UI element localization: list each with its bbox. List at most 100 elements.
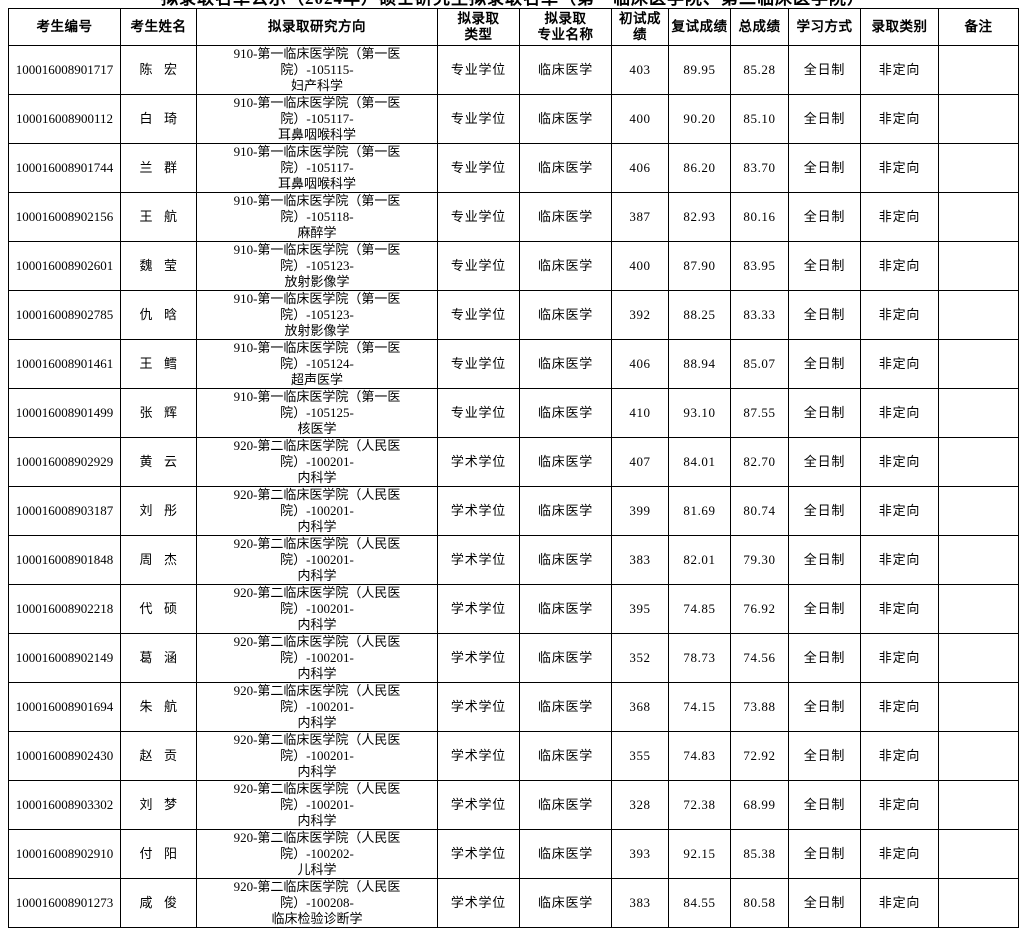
table-row: 100016008902785 仇晗 910-第一临床医学院（第一医院）-10512… <box>8 290 1019 340</box>
candidate-surname: 刘 <box>139 797 153 812</box>
table-row: 100016008901717 陈宏 910-第一临床医学院（第一医院）-10511… <box>8 45 1019 95</box>
cell-initial-score: 392 <box>611 290 669 340</box>
cell-study-mode: 全日制 <box>788 486 861 536</box>
table-row: 100016008902149 葛涵 920-第二临床医学院（人民医院）-10020… <box>8 633 1019 683</box>
cell-candidate-id: 100016008901461 <box>8 339 121 389</box>
cell-research-direction: 920-第二临床医学院（人民医院）-100201- 内科学 <box>196 584 438 634</box>
cell-initial-score: 406 <box>611 339 669 389</box>
research-direction-line1: 920-第二临床医学院（人民医院）-100201- <box>233 634 401 666</box>
candidate-given-name: 杰 <box>164 552 178 567</box>
cell-admission-category: 非定向 <box>860 241 939 291</box>
cell-major-name: 临床医学 <box>519 878 612 928</box>
cell-initial-score: 383 <box>611 878 669 928</box>
candidate-name-text: 白琦 <box>139 111 177 127</box>
cell-admission-type: 学术学位 <box>437 829 520 879</box>
table-row: 100016008903302 刘梦 920-第二临床医学院（人民医院）-10020… <box>8 780 1019 830</box>
table-row: 100016008903187 刘彤 920-第二临床医学院（人民医院）-10020… <box>8 486 1019 536</box>
candidate-given-name: 晗 <box>164 307 178 322</box>
cell-admission-category: 非定向 <box>860 45 939 95</box>
column-header-candidate-name: 考生姓名 <box>120 8 197 46</box>
cell-admission-type: 专业学位 <box>437 290 520 340</box>
cell-admission-category: 非定向 <box>860 486 939 536</box>
candidate-surname: 代 <box>139 601 153 616</box>
cell-major-name: 临床医学 <box>519 143 612 193</box>
cell-total-score: 80.16 <box>730 192 789 242</box>
column-header-label: 拟录取 <box>544 11 587 26</box>
cell-study-mode: 全日制 <box>788 143 861 193</box>
candidate-name-text: 张辉 <box>139 405 177 421</box>
cell-research-direction: 920-第二临床医学院（人民医院）-100201- 内科学 <box>196 633 438 683</box>
cell-major-name: 临床医学 <box>519 339 612 389</box>
cell-remarks <box>938 94 1019 144</box>
research-direction-line2: 内科学 <box>297 813 337 828</box>
table-row: 100016008901848 周杰 920-第二临床医学院（人民医院）-10020… <box>8 535 1019 585</box>
cell-candidate-id: 100016008901499 <box>8 388 121 438</box>
cell-admission-category: 非定向 <box>860 878 939 928</box>
cell-total-score: 68.99 <box>730 780 789 830</box>
cell-initial-score: 387 <box>611 192 669 242</box>
cell-candidate-name: 刘彤 <box>120 486 197 536</box>
cell-candidate-id: 100016008902910 <box>8 829 121 879</box>
cell-candidate-name: 咸俊 <box>120 878 197 928</box>
cell-retest-score: 92.15 <box>668 829 731 879</box>
cell-admission-type: 学术学位 <box>437 633 520 683</box>
column-header-label: 总成绩 <box>738 19 781 34</box>
candidate-name-text: 黄云 <box>139 454 177 470</box>
cell-major-name: 临床医学 <box>519 584 612 634</box>
cell-candidate-id: 100016008902929 <box>8 437 121 487</box>
research-direction-line2: 内科学 <box>297 519 337 534</box>
cell-candidate-name: 兰群 <box>120 143 197 193</box>
cell-research-direction: 910-第一临床医学院（第一医院）-105125- 核医学 <box>196 388 438 438</box>
research-direction-line2: 内科学 <box>297 470 337 485</box>
cell-remarks <box>938 388 1019 438</box>
cell-admission-type: 专业学位 <box>437 339 520 389</box>
candidate-surname: 付 <box>139 846 153 861</box>
cell-admission-type: 学术学位 <box>437 535 520 585</box>
column-header-study-mode: 学习方式 <box>788 8 861 46</box>
research-direction-line1: 920-第二临床医学院（人民医院）-100201- <box>233 536 401 568</box>
candidate-surname: 赵 <box>139 748 153 763</box>
cell-research-direction: 920-第二临床医学院（人民医院）-100202- 儿科学 <box>196 829 438 879</box>
cell-candidate-id: 100016008902218 <box>8 584 121 634</box>
candidate-name-text: 陈宏 <box>139 62 177 78</box>
candidate-given-name: 涵 <box>164 650 178 665</box>
candidate-given-name: 俊 <box>164 895 178 910</box>
cell-total-score: 80.74 <box>730 486 789 536</box>
research-direction-line1: 920-第二临床医学院（人民医院）-100201- <box>233 438 401 470</box>
cell-admission-type: 学术学位 <box>437 437 520 487</box>
cell-admission-category: 非定向 <box>860 94 939 144</box>
cell-total-score: 83.95 <box>730 241 789 291</box>
cell-research-direction: 920-第二临床医学院（人民医院）-100201- 内科学 <box>196 780 438 830</box>
research-direction-line1: 920-第二临床医学院（人民医院）-100201- <box>233 487 401 519</box>
cell-candidate-id: 100016008900112 <box>8 94 121 144</box>
column-header-total-score: 总成绩 <box>730 8 789 46</box>
research-direction-line2: 放射影像学 <box>284 323 350 338</box>
column-header-label: 备注 <box>964 19 993 34</box>
candidate-name-text: 魏莹 <box>139 258 177 274</box>
cell-total-score: 76.92 <box>730 584 789 634</box>
research-direction-line2: 耳鼻咽喉科学 <box>277 127 356 142</box>
research-direction-line1: 920-第二临床医学院（人民医院）-100202- <box>233 830 401 862</box>
column-header-label: 录取类别 <box>871 19 928 34</box>
research-direction-line1: 920-第二临床医学院（人民医院）-100208- <box>233 879 401 911</box>
table-row: 100016008902156 王航 910-第一临床医学院（第一医院）-10511… <box>8 192 1019 242</box>
cell-remarks <box>938 45 1019 95</box>
cell-remarks <box>938 682 1019 732</box>
cell-retest-score: 74.15 <box>668 682 731 732</box>
cell-major-name: 临床医学 <box>519 731 612 781</box>
cell-initial-score: 368 <box>611 682 669 732</box>
research-direction-line2: 内科学 <box>297 715 337 730</box>
cell-admission-category: 非定向 <box>860 780 939 830</box>
table-row: 100016008902601 魏莹 910-第一临床医学院（第一医院）-10512… <box>8 241 1019 291</box>
cell-research-direction: 910-第一临床医学院（第一医院）-105117- 耳鼻咽喉科学 <box>196 94 438 144</box>
cell-candidate-name: 葛涵 <box>120 633 197 683</box>
cell-candidate-name: 付阳 <box>120 829 197 879</box>
admission-list-table-wrap: 考生编号 考生姓名 拟录取研究方向 拟录取 类型 拟录取 专业名称 初试成绩 复试成… <box>8 8 1019 928</box>
cell-candidate-name: 王鳕 <box>120 339 197 389</box>
cell-admission-type: 学术学位 <box>437 682 520 732</box>
cell-study-mode: 全日制 <box>788 192 861 242</box>
table-body: 100016008901717 陈宏 910-第一临床医学院（第一医院）-10511… <box>8 45 1019 928</box>
cell-study-mode: 全日制 <box>788 535 861 585</box>
research-direction-line2: 儿科学 <box>297 862 337 877</box>
cell-remarks <box>938 486 1019 536</box>
